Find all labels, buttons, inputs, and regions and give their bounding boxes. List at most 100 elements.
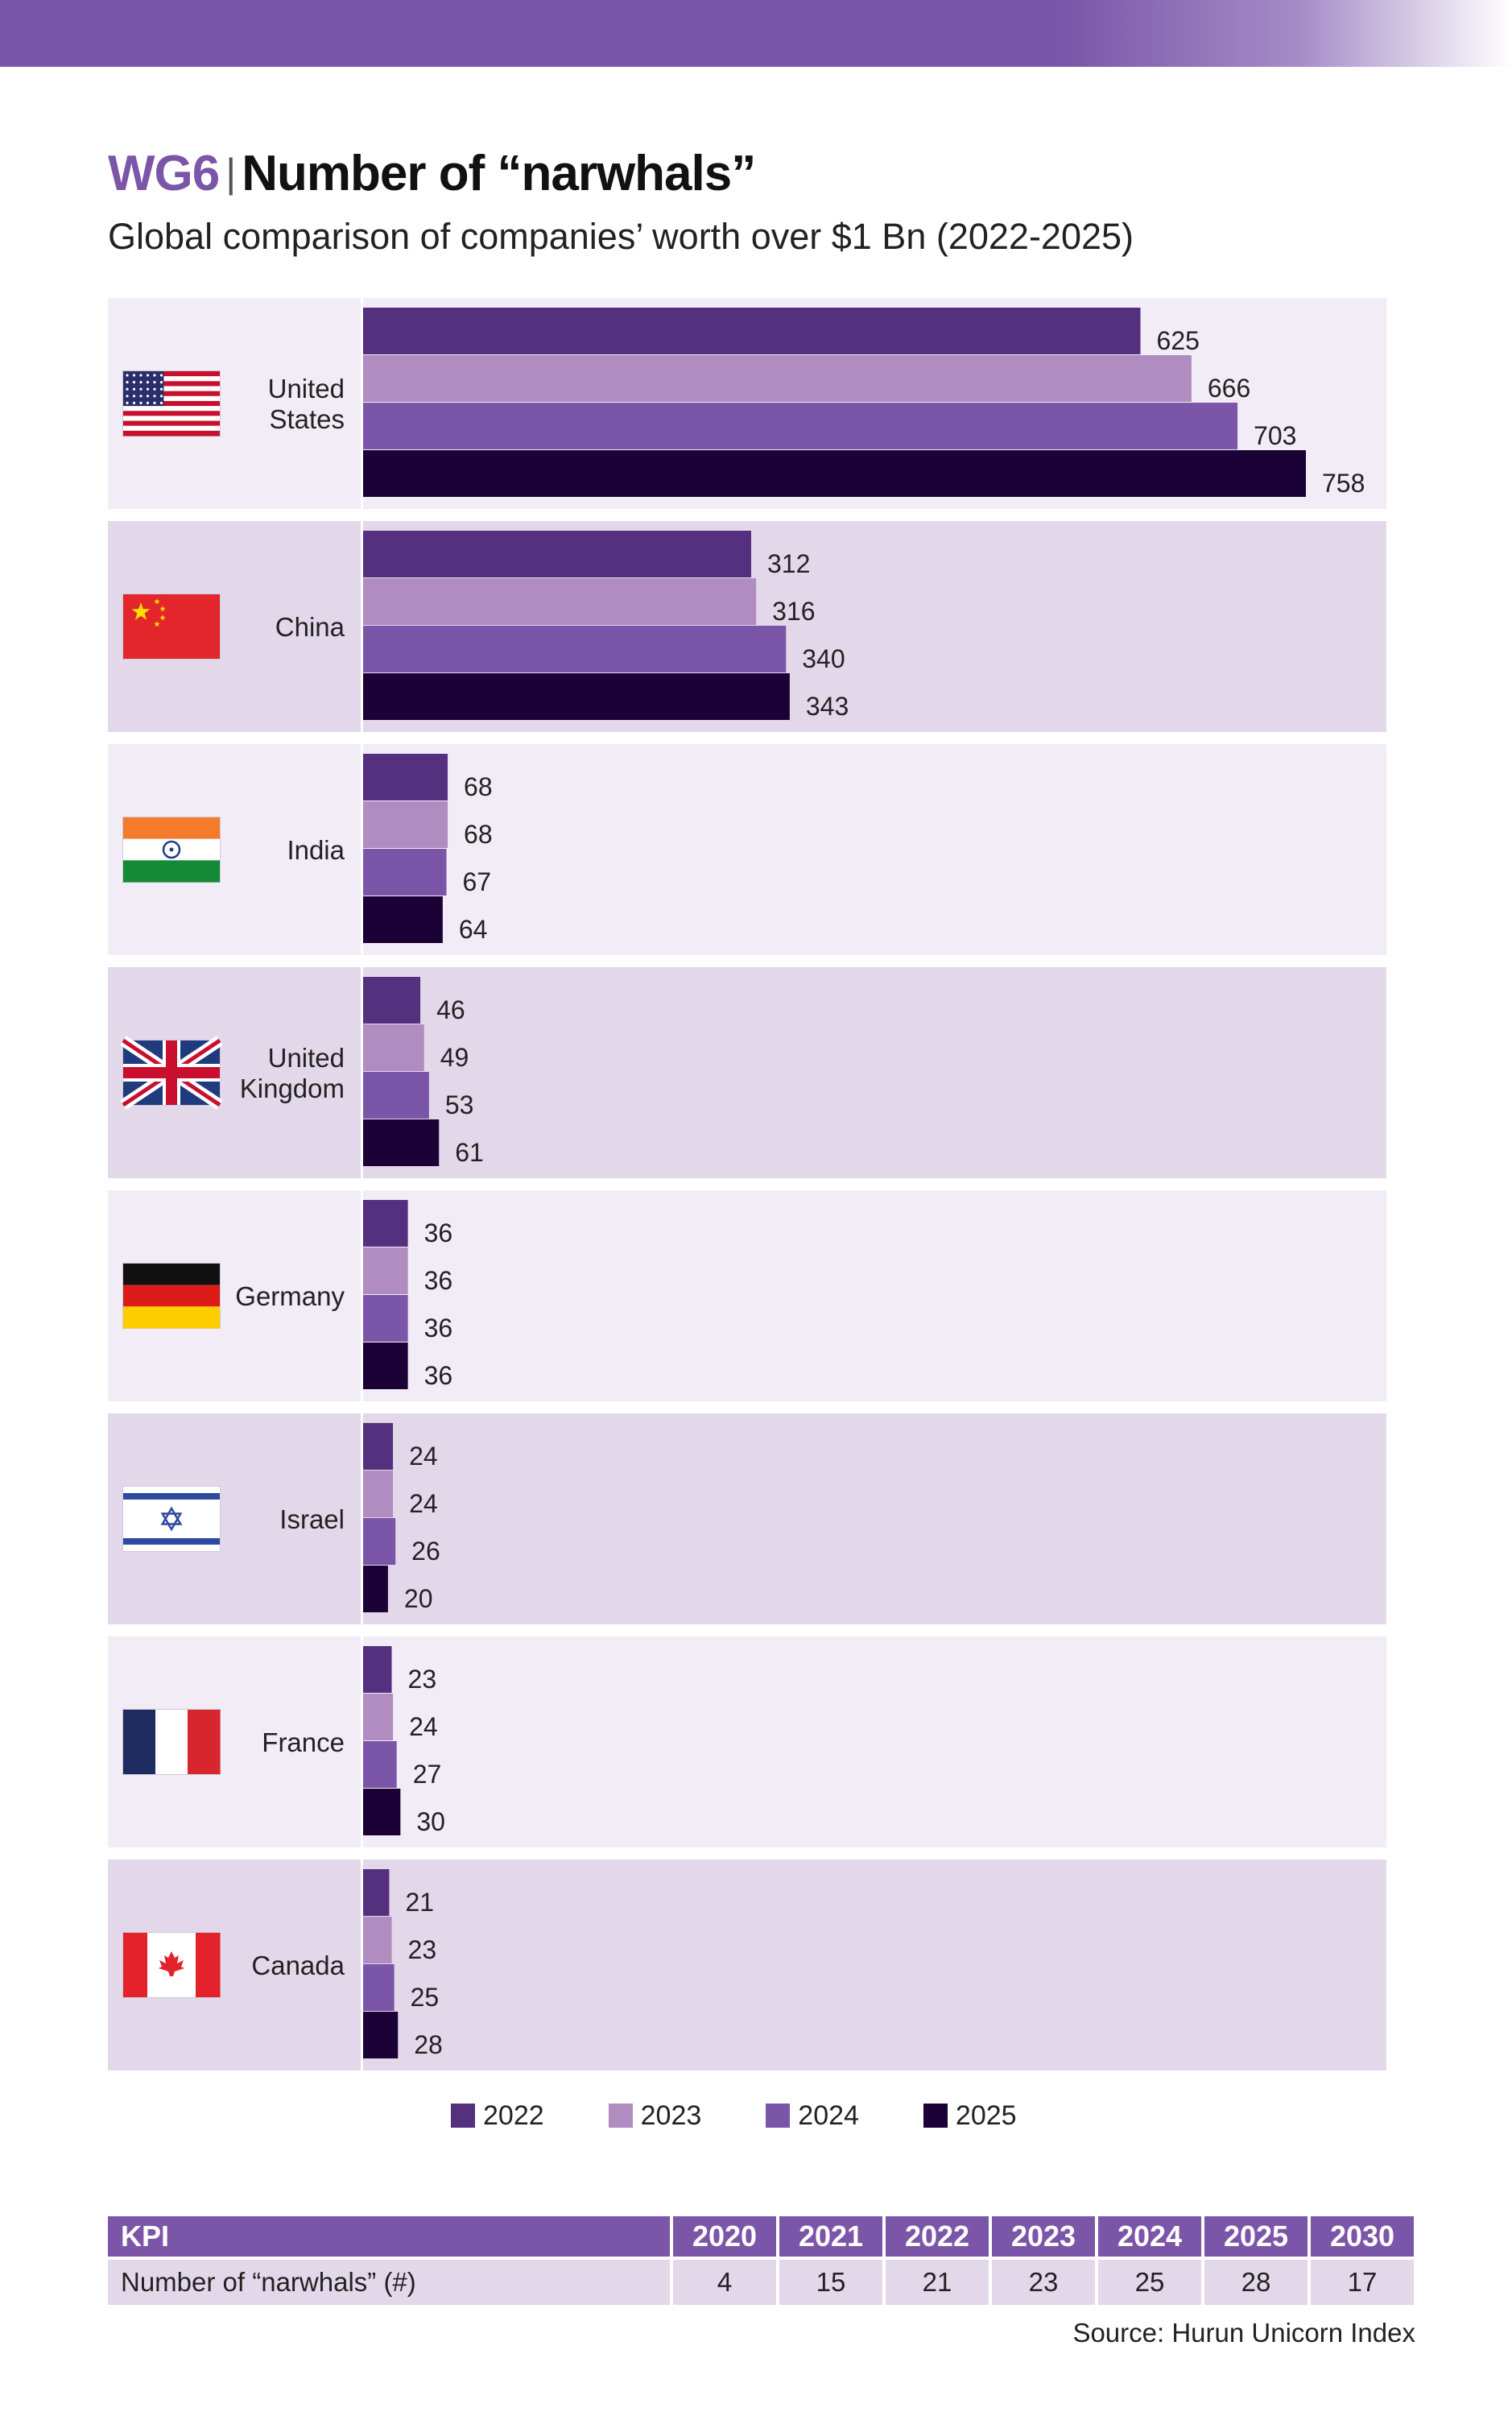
legend-label-2022: 2022 [483,2100,544,2131]
kpi-data-row: Number of “narwhals” (#) 4 15 21 23 25 2… [108,2260,1414,2305]
chart-legend: 2022 2023 2024 2025 [451,2095,1017,2136]
value-label-india-2024: 67 [463,867,492,896]
country-label-israel-line-1: Israel [279,1504,345,1534]
value-label-germany-2022: 36 [424,1218,453,1247]
country-label-united-kingdom-line-1: United [268,1043,345,1073]
bar-india-2024 [363,849,447,896]
value-label-france-2022: 23 [408,1665,437,1694]
country-label-india-line-1: India [287,835,345,865]
legend-swatch-2022 [451,2104,475,2128]
kpi-value-2023: 23 [992,2260,1095,2305]
value-label-israel-2025: 20 [404,1584,433,1613]
bar-france-2023 [363,1694,394,1740]
legend-label-2024: 2024 [798,2100,859,2131]
legend-item-2022: 2022 [451,2100,544,2132]
legend-swatch-2024 [766,2104,791,2128]
bar-united-kingdom-2023 [363,1024,424,1071]
germany-flag-icon [122,1263,221,1329]
kpi-value-2022: 21 [886,2260,989,2305]
value-label-china-2023: 316 [772,597,815,626]
bar-united-kingdom-2022 [363,977,421,1024]
kpi-year-2024: 2024 [1098,2216,1201,2260]
bar-united-states-2023 [363,355,1192,402]
bar-china-2025 [363,673,790,720]
bar-band-india [363,744,1386,955]
kpi-header-label: KPI [108,2216,670,2260]
kpi-header-row: KPI 2020 2021 2022 2023 2024 2025 2030 [108,2216,1414,2260]
country-label-france-line-1: France [262,1727,345,1757]
bar-canada-2023 [363,1917,392,1963]
value-label-canada-2024: 25 [411,1983,440,2012]
bar-united-states-2022 [363,308,1141,354]
title-separator: | [225,151,236,196]
bar-germany-2024 [363,1295,408,1342]
bar-israel-2024 [363,1518,396,1565]
title-text: Number of “narwhals” [242,146,756,201]
value-label-india-2025: 64 [459,915,488,944]
kpi-year-2022: 2022 [886,2216,989,2260]
page-subtitle: Global comparison of companies’ worth ov… [108,216,1134,257]
value-label-united-kingdom-2022: 46 [436,995,465,1024]
bar-germany-2025 [363,1342,408,1389]
bar-united-kingdom-2025 [363,1119,440,1166]
bar-band-france [363,1636,1386,1847]
bar-china-2022 [363,531,751,577]
source-note: Source: Hurun Unicorn Index [1072,2318,1415,2348]
kpi-year-2020: 2020 [673,2216,776,2260]
kpi-value-2024: 25 [1098,2260,1201,2305]
bar-france-2022 [363,1646,392,1693]
bar-band-germany [363,1190,1386,1401]
country-label-united-kingdom-line-2: Kingdom [240,1074,345,1103]
value-label-india-2022: 68 [464,772,493,801]
value-label-united-states-2024: 703 [1254,421,1296,450]
legend-swatch-2023 [608,2104,633,2128]
bar-france-2024 [363,1741,397,1788]
kpi-year-2025: 2025 [1204,2216,1308,2260]
country-label-germany-line-1: Germany [235,1281,345,1311]
value-label-canada-2022: 21 [405,1888,434,1917]
india-flag-icon [122,817,221,883]
bar-india-2025 [363,896,443,943]
value-label-united-states-2022: 625 [1157,326,1200,355]
value-label-israel-2024: 26 [411,1537,440,1566]
bar-canada-2024 [363,1964,395,2011]
value-label-china-2022: 312 [767,549,810,578]
bar-band-israel [363,1413,1386,1624]
bar-india-2023 [363,801,448,848]
value-label-france-2023: 24 [409,1712,438,1741]
title-code: WG6 [108,146,220,201]
value-label-united-kingdom-2025: 61 [455,1138,484,1167]
bar-china-2023 [363,578,757,625]
value-label-china-2024: 340 [802,644,845,673]
kpi-year-2030: 2030 [1311,2216,1414,2260]
kpi-year-2023: 2023 [992,2216,1095,2260]
kpi-row-label: Number of “narwhals” (#) [108,2260,670,2305]
bar-band-canada [363,1860,1386,2071]
bar-india-2022 [363,754,448,801]
bar-israel-2025 [363,1566,388,1612]
bar-band-united-kingdom [363,967,1386,1178]
country-label-canada-line-1: Canada [251,1951,345,1980]
bar-canada-2025 [363,2012,399,2058]
bar-china-2024 [363,626,787,672]
value-label-united-kingdom-2024: 53 [445,1090,474,1119]
value-label-canada-2025: 28 [414,2030,443,2059]
value-label-canada-2023: 23 [408,1935,437,1964]
bar-united-kingdom-2024 [363,1072,429,1119]
bar-canada-2022 [363,1869,390,1916]
value-label-germany-2024: 36 [424,1313,453,1342]
top-banner [0,0,1512,67]
bar-united-states-2025 [363,450,1306,497]
kpi-value-2020: 4 [673,2260,776,2305]
kpi-year-2021: 2021 [779,2216,882,2260]
kpi-table: KPI 2020 2021 2022 2023 2024 2025 2030 N… [105,2216,1417,2305]
legend-item-2024: 2024 [766,2100,859,2132]
narwhals-bar-chart: UnitedStates625666703758China31231634034… [108,298,1386,2071]
value-label-france-2025: 30 [416,1807,445,1836]
bar-germany-2022 [363,1200,408,1247]
country-label-united-states-line-1: United [268,374,345,403]
value-label-germany-2025: 36 [424,1361,453,1390]
page-title: WG6 | Number of “narwhals” [108,142,756,209]
country-label-china-line-1: China [275,612,345,642]
legend-swatch-2025 [923,2104,948,2128]
